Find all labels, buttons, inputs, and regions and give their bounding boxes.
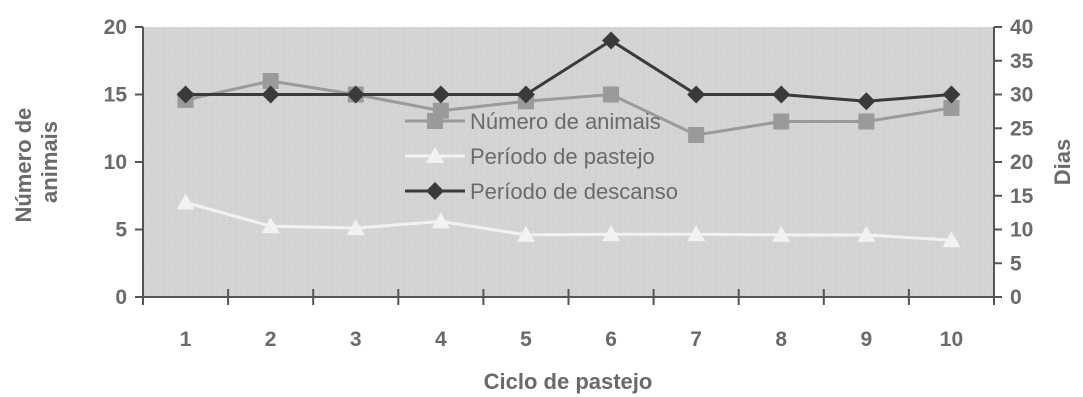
series-point (942, 231, 961, 248)
series-3 (176, 31, 961, 111)
series-point (773, 113, 790, 130)
x-tick-label: 4 (435, 328, 447, 351)
series-point (602, 31, 621, 50)
x-tick-label: 7 (690, 328, 702, 351)
y-right-tick-label: 15 (1010, 185, 1034, 208)
y-right-tick-label: 35 (1010, 50, 1034, 73)
x-tick-label: 2 (265, 328, 277, 351)
legend-item-2: Período de pastejo (405, 144, 655, 169)
y-axis-left-title: Número de animais (11, 101, 62, 222)
series-point (516, 85, 535, 104)
series-point (942, 85, 961, 104)
series-point (262, 73, 279, 89)
legend-label: Número de animais (470, 109, 661, 134)
y-right-tick-label: 25 (1010, 117, 1034, 140)
series-point (427, 113, 443, 129)
series-point (176, 85, 195, 104)
series-point (516, 225, 535, 242)
series-point (857, 92, 876, 111)
x-tick-label: 3 (350, 328, 362, 351)
series-point (431, 212, 450, 229)
y-right-tick-label: 30 (1010, 84, 1033, 107)
series-point (858, 113, 875, 130)
series-line (185, 79, 952, 137)
y-right-tick-label: 20 (1010, 151, 1033, 174)
series-point (943, 100, 960, 116)
y-right-tick-label: 0 (1010, 286, 1022, 309)
y-left-tick-label: 5 (115, 219, 127, 242)
series-point (603, 86, 620, 103)
legend-label: Período de pastejo (470, 144, 655, 169)
x-axis-title: Ciclo de pastejo (484, 369, 653, 394)
series-point (176, 193, 195, 210)
x-tick-label: 6 (605, 328, 617, 351)
series-point (426, 182, 444, 200)
series-point (687, 85, 706, 104)
series-point (687, 225, 706, 242)
series-line (185, 201, 952, 242)
y-right-tick-label: 10 (1010, 219, 1033, 242)
y-axis-left-title-line-2: animais (37, 121, 62, 203)
x-tick-label: 5 (520, 328, 532, 351)
series-line (185, 38, 952, 103)
legend-label: Período de descanso (470, 179, 678, 204)
legend-item-1: Número de animais (405, 109, 661, 134)
x-tick-label: 9 (861, 328, 873, 351)
series-point (857, 225, 876, 242)
series-point (261, 85, 280, 104)
x-tick-label: 8 (775, 328, 787, 351)
y-axis-right-title: Dias (1050, 139, 1075, 185)
y-right-tick-label: 40 (1010, 16, 1033, 39)
series-point (602, 225, 621, 242)
series-point (431, 85, 450, 104)
y-right-tick-label: 5 (1010, 252, 1022, 275)
y-left-tick-label: 15 (104, 84, 128, 107)
series-point (346, 219, 365, 236)
y-axis-left-title-line-1: Número de (11, 108, 36, 223)
series-point (772, 85, 791, 104)
plot-area (143, 27, 994, 297)
x-tick-label: 10 (940, 328, 963, 351)
series-point (688, 127, 705, 143)
y-left-tick-label: 20 (104, 16, 127, 39)
series-point (772, 225, 791, 242)
y-left-tick-label: 0 (115, 286, 127, 309)
series-point (346, 85, 365, 104)
series-2 (176, 193, 961, 248)
series-point (261, 217, 280, 234)
legend-item-3: Período de descanso (405, 179, 678, 204)
series-point (426, 147, 444, 163)
y-left-tick-label: 10 (104, 151, 127, 174)
x-tick-label: 1 (180, 328, 192, 351)
